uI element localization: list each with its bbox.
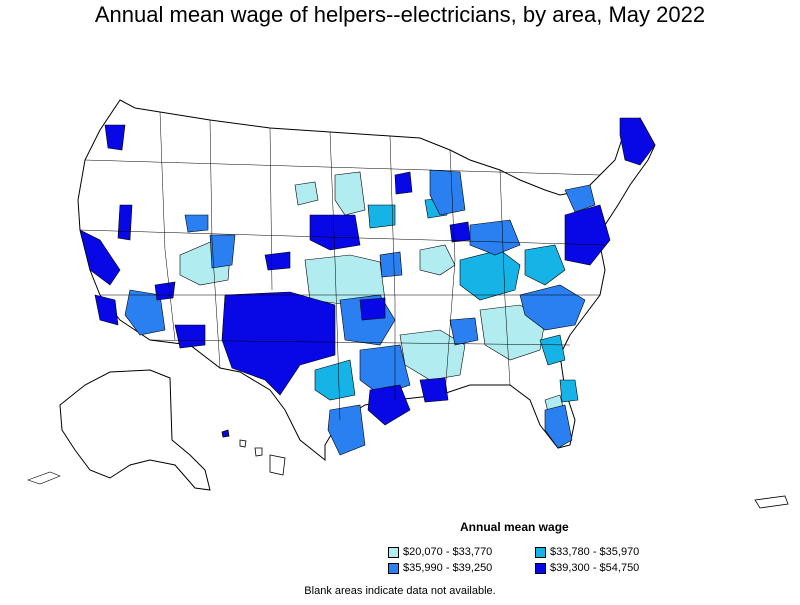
legend-item-tier-3: $35,990 - $39,250 xyxy=(388,562,492,574)
legend-item-tier-2: $33,780 - $35,970 xyxy=(535,546,639,558)
blank-areas-note: Blank areas indicate data not available. xyxy=(304,585,496,597)
legend-label-tier-2: $33,780 - $35,970 xyxy=(550,546,640,558)
legend-title: Annual mean wage xyxy=(460,520,569,534)
legend-label-tier-4: $39,300 - $54,750 xyxy=(550,562,640,574)
legend-swatch-tier-4 xyxy=(535,562,546,574)
legend-swatch-tier-2 xyxy=(535,546,546,558)
tier-4-regions xyxy=(79,117,656,426)
puerto-rico-outline xyxy=(754,495,789,509)
aleutian-islands xyxy=(27,471,61,485)
legend-swatch-tier-3 xyxy=(388,562,399,574)
legend-swatch-tier-1 xyxy=(388,546,399,558)
alaska-outline xyxy=(59,369,211,491)
tier-3-regions xyxy=(124,169,596,456)
legend-item-tier-1: $20,070 - $33,770 xyxy=(388,546,492,558)
legend-label-tier-3: $35,990 - $39,250 xyxy=(403,562,493,574)
hawaii-islands xyxy=(221,429,286,476)
legend-label-tier-1: $20,070 - $33,770 xyxy=(403,546,493,558)
map-title: Annual mean wage of helpers--electrician… xyxy=(94,2,706,27)
legend-item-tier-4: $39,300 - $54,750 xyxy=(535,562,639,574)
area-borders xyxy=(79,111,606,421)
